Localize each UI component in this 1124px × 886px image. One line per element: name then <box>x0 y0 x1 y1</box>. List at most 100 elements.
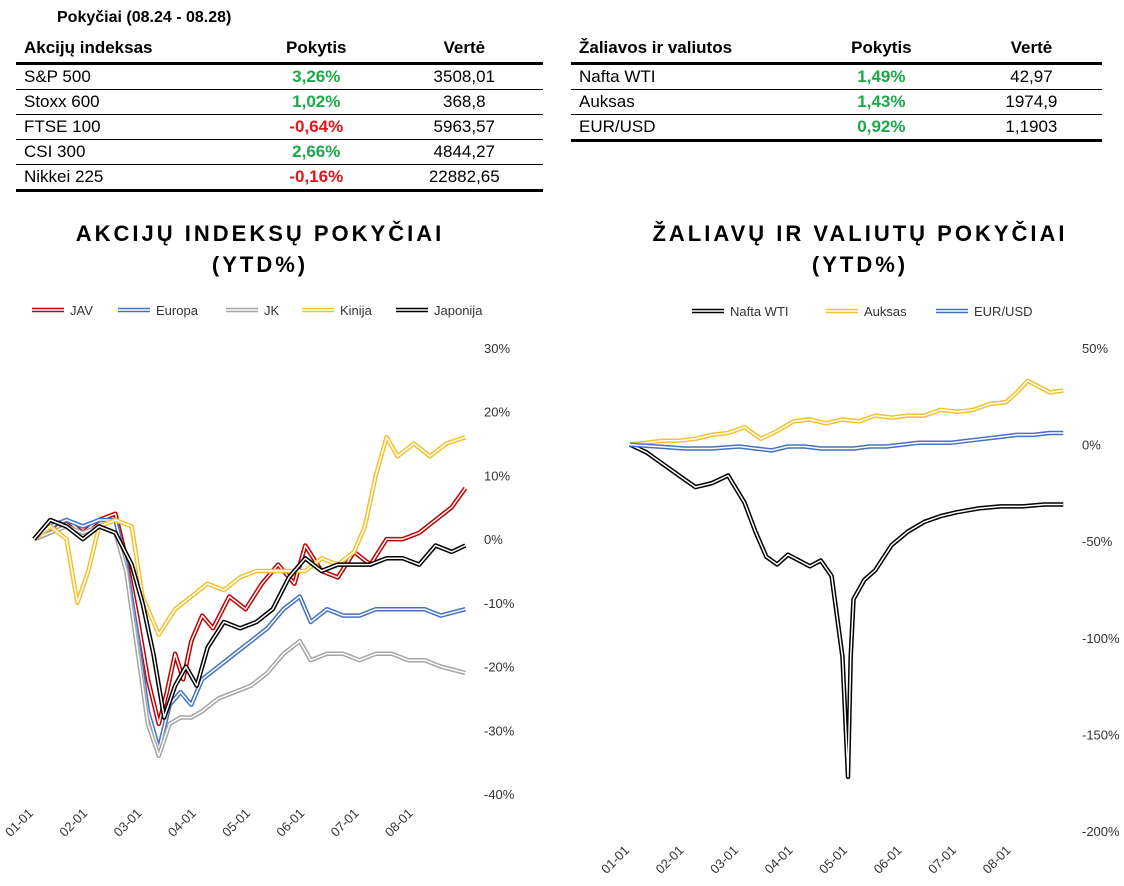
legend-label: Auksas <box>864 304 907 319</box>
row-value: 368,8 <box>385 89 543 115</box>
equity-index-chart: 30%20%10%0%-10%-20%-30%-40%01-01 02-01 03-… <box>2 303 515 840</box>
column-header: Žaliavos ir valiutos <box>571 34 802 65</box>
legend: JAV Europa JK Kinija Japonija <box>32 303 483 318</box>
y-tick-label: 50% <box>1082 341 1108 356</box>
x-axis: 01-01 02-01 03-01 04-01 05-01 06-01 07-01 08-01 <box>598 843 1014 877</box>
table-row: Stoxx 600 1,02% 368,8 <box>16 89 543 115</box>
row-change: -0,16% <box>247 164 386 192</box>
x-tick-label: 06-01 <box>871 843 905 877</box>
row-change: 1,43% <box>802 89 961 115</box>
legend-label: Nafta WTI <box>730 304 789 319</box>
legend-item-japonija: Japonija <box>396 303 483 318</box>
series-auksas <box>629 378 1064 447</box>
row-change: 3,26% <box>247 63 386 90</box>
y-tick-label: -150% <box>1082 727 1120 742</box>
row-name: S&P 500 <box>16 63 247 90</box>
series-line-inner <box>629 443 1064 778</box>
y-tick-label: -200% <box>1082 824 1120 839</box>
table-row: Nafta WTI 1,49% 42,97 <box>571 63 1102 90</box>
row-change: -0,64% <box>247 114 386 140</box>
table-row: FTSE 100 -0,64% 5963,57 <box>16 114 543 140</box>
row-value: 1,1903 <box>960 114 1102 142</box>
series-line-inner <box>33 436 466 636</box>
legend-label: Kinija <box>340 303 373 318</box>
y-tick-label: -40% <box>484 787 515 802</box>
y-tick-label: 0% <box>1082 438 1101 453</box>
chart-title: ŽALIAVŲ IR VALIUTŲ POKYČIAI <box>652 221 1068 246</box>
series-japonija <box>32 517 467 720</box>
table-row: EUR/USD 0,92% 1,1903 <box>571 114 1102 142</box>
legend: Nafta WTI Auksas EUR/USD <box>692 304 1033 319</box>
row-change: 2,66% <box>247 139 386 165</box>
y-tick-label: -30% <box>484 723 515 738</box>
column-header: Pokytis <box>247 34 386 65</box>
chart-subtitle: (YTD%) <box>211 252 309 277</box>
y-tick-label: -50% <box>1082 534 1113 549</box>
legend-label: JAV <box>70 303 93 318</box>
legend-item-jk: JK <box>226 303 280 318</box>
x-tick-label: 08-01 <box>980 843 1014 877</box>
row-value: 22882,65 <box>385 164 543 192</box>
row-name: Auksas <box>571 89 802 115</box>
legend-item-europa: Europa <box>118 303 199 318</box>
row-value: 5963,57 <box>385 114 543 140</box>
table-row: CSI 300 2,66% 4844,27 <box>16 139 543 165</box>
row-value: 42,97 <box>960 63 1102 90</box>
legend-item-jav: JAV <box>32 303 93 318</box>
legend-label: Europa <box>156 303 199 318</box>
row-name: CSI 300 <box>16 139 247 165</box>
legend-item-nafta-wti: Nafta WTI <box>692 304 789 319</box>
x-tick-label: 01-01 <box>598 843 632 877</box>
table-row: S&P 500 3,26% 3508,01 <box>16 63 543 90</box>
x-tick-label: 07-01 <box>925 843 959 877</box>
row-name: FTSE 100 <box>16 114 247 140</box>
column-header: Vertė <box>960 34 1102 65</box>
period-title: Pokyčiai (08.24 - 08.28) <box>57 9 232 26</box>
table-row: Nikkei 225 -0,16% 22882,65 <box>16 164 543 192</box>
series-line-inner <box>33 519 466 719</box>
y-axis: 30% 20% 10% 0% -10% -20% -30% -40% <box>484 341 515 802</box>
y-tick-label: -10% <box>484 596 515 611</box>
legend-label: Japonija <box>434 303 483 318</box>
series-line-outer <box>629 442 1064 780</box>
column-header: Akcijų indeksas <box>16 34 247 65</box>
equity-chart-title: AKCIJŲ INDEKSŲ POKYČIAI (YTD%) <box>40 218 480 280</box>
row-name: Nikkei 225 <box>16 164 247 192</box>
table-header-row: Žaliavos ir valiutos Pokytis Vertė <box>571 34 1102 65</box>
series-eur-usd <box>629 430 1064 453</box>
x-tick-label: 04-01 <box>762 843 796 877</box>
row-name: Stoxx 600 <box>16 89 247 115</box>
series-line-inner <box>629 380 1064 446</box>
legend-label: EUR/USD <box>974 304 1033 319</box>
equity-index-table: Akcijų indeksas Pokytis Vertė S&P 500 3,2… <box>16 34 543 192</box>
y-axis: 50% 0% -50% -100% -150% -200% <box>1082 341 1120 839</box>
row-value: 1974,9 <box>960 89 1102 115</box>
row-name: Nafta WTI <box>571 63 802 90</box>
column-header: Vertė <box>385 34 543 65</box>
y-tick-label: 30% <box>484 341 510 356</box>
chart-subtitle: (YTD%) <box>811 252 909 277</box>
legend-item-eur-usd: EUR/USD <box>936 304 1033 319</box>
commodity-currency-table: Žaliavos ir valiutos Pokytis Vertė Nafta… <box>571 34 1102 142</box>
row-change: 1,49% <box>802 63 961 90</box>
legend-label: JK <box>264 303 280 318</box>
x-tick-label: 05-01 <box>816 843 850 877</box>
row-change: 1,02% <box>247 89 386 115</box>
row-value: 4844,27 <box>385 139 543 165</box>
y-tick-label: -20% <box>484 660 515 675</box>
x-tick-label: 03-01 <box>707 843 741 877</box>
chart-title: AKCIJŲ INDEKSŲ POKYČIAI <box>75 221 445 246</box>
y-tick-label: 0% <box>484 532 503 547</box>
series-nafta-wti <box>629 442 1064 780</box>
y-tick-label: 20% <box>484 405 510 420</box>
legend-item-auksas: Auksas <box>826 304 907 319</box>
legend-item-kinija: Kinija <box>302 303 373 318</box>
table-row: Auksas 1,43% 1974,9 <box>571 89 1102 115</box>
series-line-inner <box>629 432 1064 452</box>
series-kinija <box>32 434 467 637</box>
row-name: EUR/USD <box>571 114 802 142</box>
column-header: Pokytis <box>802 34 961 65</box>
commodity-chart-title: ŽALIAVŲ IR VALIUTŲ POKYČIAI (YTD%) <box>640 218 1080 280</box>
y-tick-label: 10% <box>484 468 510 483</box>
